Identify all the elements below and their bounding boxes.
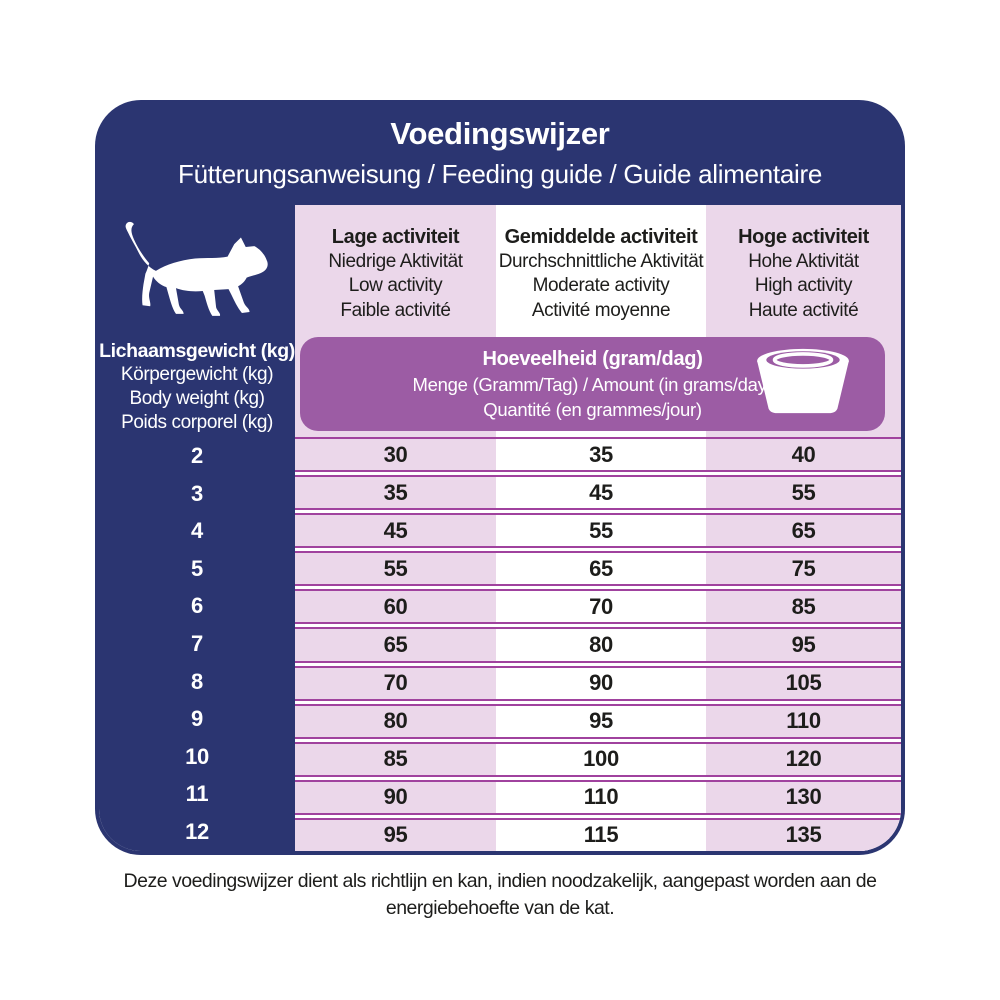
value-cell: 80 — [496, 627, 706, 663]
value-cell: 100 — [496, 741, 706, 777]
weight-cell: 6 — [191, 593, 203, 619]
body-weight-label-nl: Lichaamsgewicht (kg) — [99, 340, 295, 362]
value-cell: 130 — [706, 779, 901, 815]
page-subtitle: Fütterungsanweisung / Feeding guide / Gu… — [177, 159, 822, 189]
value-cell: 70 — [295, 665, 496, 701]
low-activity-en: Low activity — [348, 275, 443, 296]
sidebar-head — [99, 205, 295, 337]
value-cell: 85 — [295, 741, 496, 777]
value-cell: 95 — [496, 703, 706, 739]
weight-cell: 11 — [185, 781, 209, 807]
high-activity-de: Hohe Aktivität — [748, 250, 859, 272]
card-header: Voedingswijzer Fütterungsanweisung / Fee… — [95, 100, 905, 205]
value-cell: 85 — [706, 589, 901, 625]
weight-cell: 10 — [185, 743, 209, 769]
low-activity-de: Niedrige Aktivität — [328, 250, 463, 272]
column-high-activity: Hoge activiteit Hohe Aktivität High acti… — [706, 205, 901, 851]
page-title: Voedingswijzer — [390, 116, 610, 151]
disclaimer-line-2: energiebehoefte van de kat. — [385, 897, 615, 919]
value-cell: 110 — [706, 703, 901, 739]
value-cell: 60 — [295, 589, 496, 625]
value-cell: 65 — [706, 513, 901, 549]
value-cell: 75 — [706, 551, 901, 587]
value-cell: 55 — [496, 513, 706, 549]
value-cell: 55 — [295, 551, 496, 587]
low-activity-nl: Lage activiteit — [331, 226, 460, 248]
value-cell: 40 — [706, 437, 901, 473]
value-cell: 65 — [496, 551, 706, 587]
column-moderate-activity: Gemiddelde activiteit Durchschnittliche … — [496, 205, 706, 851]
value-cell: 135 — [706, 817, 901, 851]
value-cell: 70 — [496, 589, 706, 625]
weight-cell: 5 — [191, 555, 203, 581]
body-weight-label-de: Körpergewicht (kg) — [120, 364, 274, 385]
cat-icon — [111, 216, 283, 327]
weight-cell: 7 — [191, 631, 203, 656]
value-cell: 35 — [496, 437, 706, 473]
weight-cell: 8 — [191, 668, 203, 694]
high-activity-values: 40 55 65 75 85 95 105 110 120 130 135 — [706, 437, 901, 851]
pet-bowl-icon — [751, 343, 855, 426]
amount-label-nl: Hoeveelheid (gram/dag) — [482, 348, 703, 370]
value-cell: 110 — [496, 779, 706, 815]
weight-cell: 12 — [185, 818, 209, 844]
moderate-activity-nl: Gemiddelde activiteit — [504, 226, 698, 248]
high-activity-nl: Hoge activiteit — [738, 226, 869, 248]
value-cell: 45 — [295, 513, 496, 549]
column-low-activity: Lage activiteit Niedrige Aktivität Low a… — [295, 205, 496, 851]
column-header-low-activity: Lage activiteit Niedrige Aktivität Low a… — [295, 205, 496, 337]
amount-label-de-en: Menge (Gramm/Tag) / Amount (in grams/day… — [412, 374, 773, 395]
weight-cell: 3 — [191, 480, 203, 506]
weight-cell: 2 — [191, 443, 203, 469]
column-header-moderate-activity: Gemiddelde activiteit Durchschnittliche … — [496, 205, 706, 337]
weight-cell: 9 — [191, 706, 203, 732]
value-cell: 120 — [706, 741, 901, 777]
disclaimer-text: Deze voedingswijzer dient als richtlijn … — [0, 868, 1000, 922]
disclaimer-line-1: Deze voedingswijzer dient als richtlijn … — [123, 870, 877, 892]
value-cell: 45 — [496, 475, 706, 511]
amount-banner: Hoeveelheid (gram/dag) Menge (Gramm/Tag)… — [300, 337, 885, 431]
moderate-activity-values: 35 45 55 65 70 80 90 95 100 110 115 — [496, 437, 706, 851]
high-activity-fr: Haute activité — [748, 299, 859, 321]
value-cell: 115 — [496, 817, 706, 851]
value-cell: 55 — [706, 475, 901, 511]
low-activity-values: 30 35 45 55 60 65 70 80 85 90 95 — [295, 437, 496, 851]
value-cell: 90 — [295, 779, 496, 815]
value-cell: 95 — [295, 817, 496, 851]
feeding-guide-card: Voedingswijzer Fütterungsanweisung / Fee… — [95, 100, 905, 855]
card-body: Lichaamsgewicht (kg) Körpergewicht (kg) … — [99, 205, 901, 851]
weight-column: 2 3 4 5 6 7 8 9 10 11 12 — [99, 439, 295, 851]
moderate-activity-en: Moderate activity — [532, 275, 670, 296]
value-cell: 90 — [496, 665, 706, 701]
moderate-activity-de: Durchschnittliche Aktivität — [498, 250, 704, 272]
value-cell: 80 — [295, 703, 496, 739]
body-weight-label-fr: Poids corporel (kg) — [121, 412, 273, 433]
value-cell: 95 — [706, 627, 901, 663]
high-activity-en: High activity — [754, 275, 853, 296]
moderate-activity-fr: Activité moyenne — [531, 299, 671, 321]
value-cell: 65 — [295, 627, 496, 663]
amount-label-fr: Quantité (en grammes/jour) — [483, 399, 702, 420]
value-cell: 30 — [295, 437, 496, 473]
body-weight-label: Lichaamsgewicht (kg) Körpergewicht (kg) … — [99, 337, 295, 439]
column-header-high-activity: Hoge activiteit Hohe Aktivität High acti… — [706, 205, 901, 337]
weight-cell: 4 — [191, 518, 203, 544]
value-cell: 105 — [706, 665, 901, 701]
weight-sidebar: Lichaamsgewicht (kg) Körpergewicht (kg) … — [99, 205, 295, 851]
low-activity-fr: Faible activité — [340, 299, 451, 321]
body-weight-label-en: Body weight (kg) — [129, 388, 265, 409]
value-cell: 35 — [295, 475, 496, 511]
